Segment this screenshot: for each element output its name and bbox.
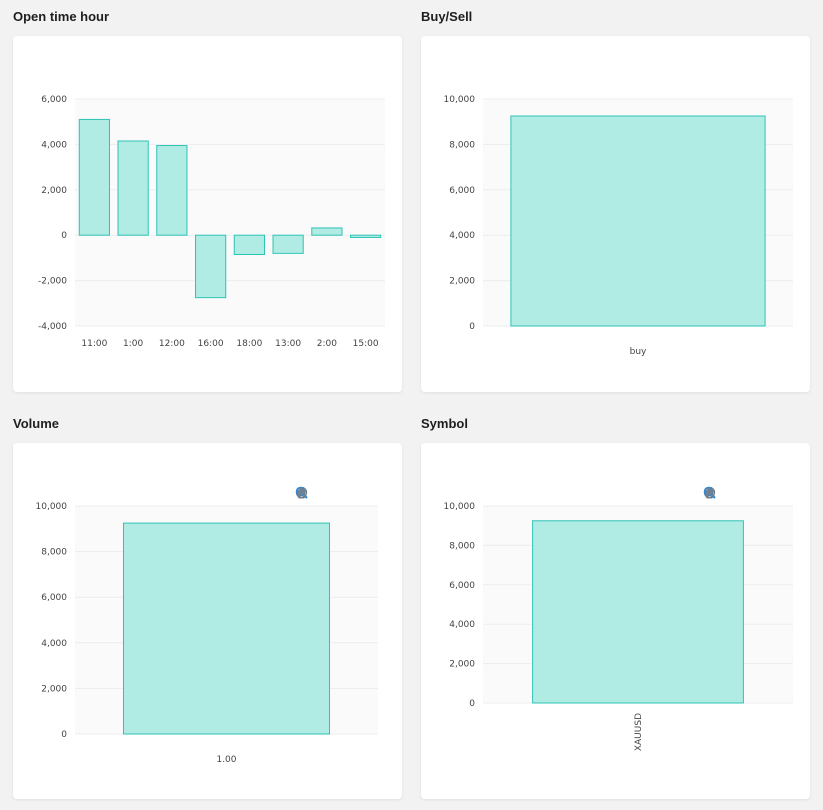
- bar-2:00[interactable]: [311, 227, 343, 236]
- chart-card-volume: 10,000 8,000 6,000 4,000 2,000 0 1.00: [13, 443, 402, 799]
- y-tick-label: 4,000: [41, 639, 67, 649]
- bar-1.00[interactable]: [122, 522, 331, 735]
- bar-buy[interactable]: [510, 115, 766, 327]
- x-tick-label: 1.00: [216, 755, 236, 765]
- zoom-out-icon[interactable]: [703, 485, 734, 500]
- x-tick-label: XAUUSD: [634, 713, 644, 751]
- y-tick-label: 0: [469, 322, 475, 332]
- reset-home-icon[interactable]: [296, 485, 377, 500]
- y-tick-label: 0: [469, 699, 475, 709]
- y-tick-label: 0: [61, 730, 67, 740]
- x-tick-label: 1:00: [123, 339, 143, 349]
- reset-home-icon[interactable]: [704, 485, 785, 500]
- y-tick-label: 6,000: [41, 593, 67, 603]
- y-tick-label: 10,000: [444, 95, 476, 105]
- symbol-bar-chart: 10,000 8,000 6,000 4,000 2,000 0 XAUUSD: [444, 502, 793, 751]
- volume-bar-chart: 10,000 8,000 6,000 4,000 2,000 0 1.00: [36, 502, 378, 765]
- open-time-hour-bar-chart: 6,000 4,000 2,000 0 -2,000 -4,000 11:00 1:00 12:…: [38, 95, 385, 349]
- bar-18:00[interactable]: [233, 234, 265, 255]
- y-tick-label: 8,000: [41, 548, 67, 558]
- y-tick-label: 4,000: [449, 620, 475, 630]
- bar-13:00[interactable]: [272, 234, 304, 254]
- y-tick-label: 2,000: [41, 186, 67, 196]
- chart-toolbar: [702, 485, 785, 500]
- panel-title-buy-sell: Buy/Sell: [421, 9, 473, 24]
- bar-XAUUSD[interactable]: [532, 520, 744, 704]
- x-tick-label: 13:00: [275, 339, 301, 349]
- y-tick-label: 2,000: [449, 277, 475, 287]
- y-tick-label: 8,000: [449, 140, 475, 150]
- pan-hand-icon[interactable]: [705, 485, 768, 500]
- chart-toolbar: [294, 485, 377, 500]
- x-tick-label: 16:00: [198, 339, 224, 349]
- x-tick-label: 12:00: [159, 339, 185, 349]
- chart-card-symbol: 10,000 8,000 6,000 4,000 2,000 0 XAUUSD: [421, 443, 810, 799]
- y-tick-label: 6,000: [449, 581, 475, 591]
- bar-11:00[interactable]: [78, 118, 110, 236]
- bar-1:00[interactable]: [117, 140, 149, 236]
- panel-title-open-time-hour: Open time hour: [13, 9, 110, 24]
- y-tick-label: 0: [61, 231, 67, 241]
- zoom-selection-icon[interactable]: [703, 485, 751, 500]
- x-tick-label: 18:00: [236, 339, 262, 349]
- y-tick-label: 6,000: [41, 95, 67, 105]
- bar-16:00[interactable]: [195, 234, 227, 299]
- x-tick-label: 15:00: [353, 339, 379, 349]
- y-tick-label: 10,000: [36, 502, 68, 512]
- pan-hand-icon[interactable]: [297, 485, 360, 500]
- zoom-out-icon[interactable]: [295, 485, 326, 500]
- chart-card-open-time-hour: 6,000 4,000 2,000 0 -2,000 -4,000 11:00 1:00 12:…: [13, 36, 402, 392]
- y-tick-label: 4,000: [449, 231, 475, 241]
- y-tick-label: 2,000: [41, 684, 67, 694]
- y-tick-label: -2,000: [38, 277, 67, 287]
- x-tick-label: 2:00: [317, 339, 337, 349]
- y-tick-label: 2,000: [449, 660, 475, 670]
- y-tick-label: 8,000: [449, 541, 475, 551]
- y-tick-label: 4,000: [41, 140, 67, 150]
- bar-12:00[interactable]: [156, 145, 188, 236]
- x-tick-label: buy: [630, 347, 647, 357]
- y-tick-label: 10,000: [444, 502, 476, 512]
- y-tick-label: 6,000: [449, 186, 475, 196]
- buy-sell-bar-chart: 10,000 8,000 6,000 4,000 2,000 0 buy: [444, 95, 793, 357]
- x-tick-label: 11:00: [81, 339, 107, 349]
- panel-title-volume: Volume: [13, 416, 59, 431]
- zoom-selection-icon[interactable]: [295, 485, 343, 500]
- chart-card-buy-sell: 10,000 8,000 6,000 4,000 2,000 0 buy: [421, 36, 810, 392]
- bar-15:00[interactable]: [350, 234, 382, 238]
- panel-title-symbol: Symbol: [421, 416, 468, 431]
- y-tick-label: -4,000: [38, 322, 67, 332]
